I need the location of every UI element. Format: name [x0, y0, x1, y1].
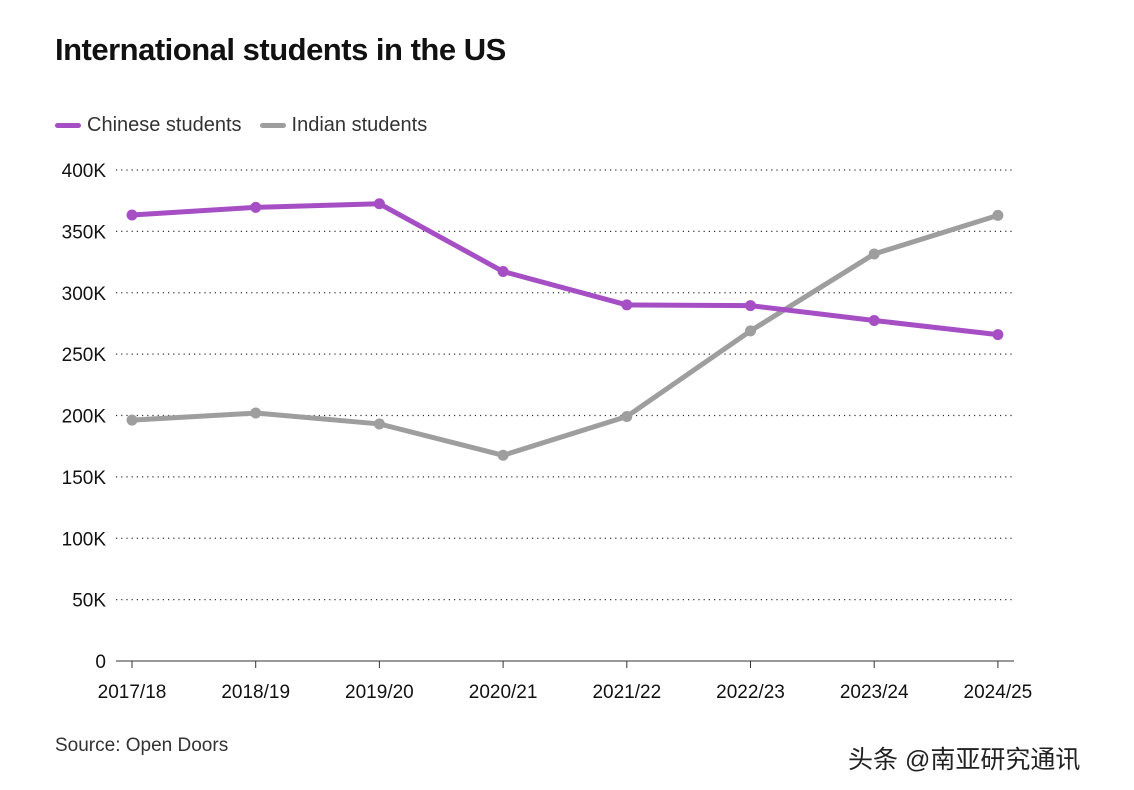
x-tick-label: 2020/21: [469, 682, 538, 703]
series-1: [126, 209, 1004, 461]
y-tick-label: 300K: [62, 284, 107, 305]
source-note: Source: Open Doors: [55, 735, 229, 756]
legend-item-chinese: Chinese students: [55, 114, 242, 137]
data-point: [868, 314, 880, 326]
data-point: [373, 418, 385, 430]
series-line: [131, 213, 999, 458]
data-point: [868, 248, 880, 260]
legend-label: Chinese students: [87, 114, 242, 136]
watermark: 头条 @南亚研究通讯: [848, 746, 1081, 774]
data-point: [745, 300, 756, 312]
data-point: [621, 411, 633, 423]
data-point: [992, 209, 1004, 221]
x-tick-label: 2021/22: [592, 682, 661, 703]
y-tick-label: 400K: [62, 161, 107, 182]
chart-title: International students in the US: [55, 32, 506, 67]
data-point: [992, 329, 1004, 341]
y-tick-label: 200K: [62, 407, 107, 428]
legend-item-indian: Indian students: [259, 114, 428, 137]
data-point: [497, 449, 509, 461]
x-tick-label: 2018/19: [221, 682, 290, 703]
legend-swatch: [259, 123, 286, 128]
x-tick-label: 2024/25: [964, 682, 1033, 703]
data-point: [126, 209, 138, 221]
data-point: [621, 299, 633, 311]
data-point: [250, 407, 262, 419]
data-point: [250, 201, 262, 213]
data-point: [745, 325, 756, 337]
y-tick-label: 150K: [62, 468, 107, 489]
data-point: [497, 266, 509, 278]
x-tick-label: 2019/20: [345, 682, 414, 703]
x-tick-label: 2017/18: [98, 682, 167, 703]
series-line: [131, 201, 999, 338]
y-tick-label: 0: [95, 652, 106, 673]
y-tick-label: 250K: [62, 345, 107, 366]
y-tick-label: 50K: [72, 591, 106, 612]
y-tick-label: 350K: [62, 222, 107, 243]
data-point: [126, 414, 138, 426]
series-0: [126, 198, 1004, 341]
legend-label: Indian students: [291, 114, 428, 136]
data-point: [373, 198, 385, 210]
x-tick-label: 2022/23: [716, 682, 785, 703]
x-tick-label: 2023/24: [840, 682, 909, 703]
legend: Chinese students Indian students: [55, 114, 445, 137]
y-tick-label: 100K: [62, 529, 107, 550]
legend-swatch: [55, 123, 81, 128]
